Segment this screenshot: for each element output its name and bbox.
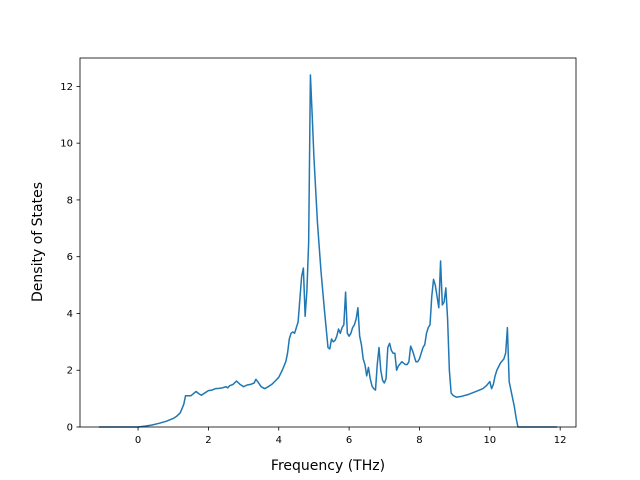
y-tick-label: 6 (67, 252, 73, 263)
plot-area: 0 2 4 6 8 10 12 0 2 4 6 8 10 12 (60, 57, 577, 446)
x-tick-label: 0 (135, 435, 141, 446)
y-tick-label: 10 (60, 139, 73, 150)
y-tick-label: 0 (67, 423, 73, 434)
x-tick-label: 6 (346, 435, 352, 446)
y-tick-label: 12 (60, 82, 73, 93)
y-tick-label: 2 (67, 366, 73, 377)
x-tick-label: 12 (554, 435, 567, 446)
x-axis-label: Frequency (THz) (271, 458, 385, 474)
axes-frame (79, 57, 577, 428)
series-line-0 (98, 74, 558, 428)
y-axis-label: Density of States (30, 182, 46, 302)
x-tick-label: 2 (205, 435, 211, 446)
y-tick-label: 8 (67, 195, 73, 206)
x-tick-label: 8 (416, 435, 422, 446)
x-tick-label: 4 (276, 435, 282, 446)
y-tick-label: 4 (67, 309, 73, 320)
x-tick-label: 10 (483, 435, 496, 446)
